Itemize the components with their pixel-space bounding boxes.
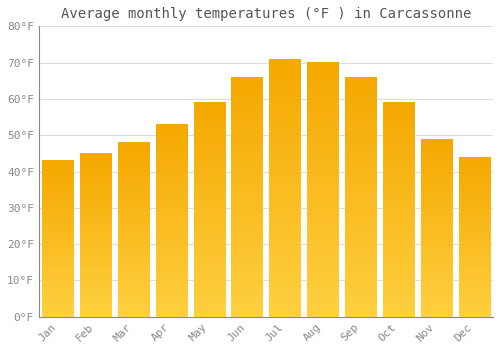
- Title: Average monthly temperatures (°F ) in Carcassonne: Average monthly temperatures (°F ) in Ca…: [60, 7, 471, 21]
